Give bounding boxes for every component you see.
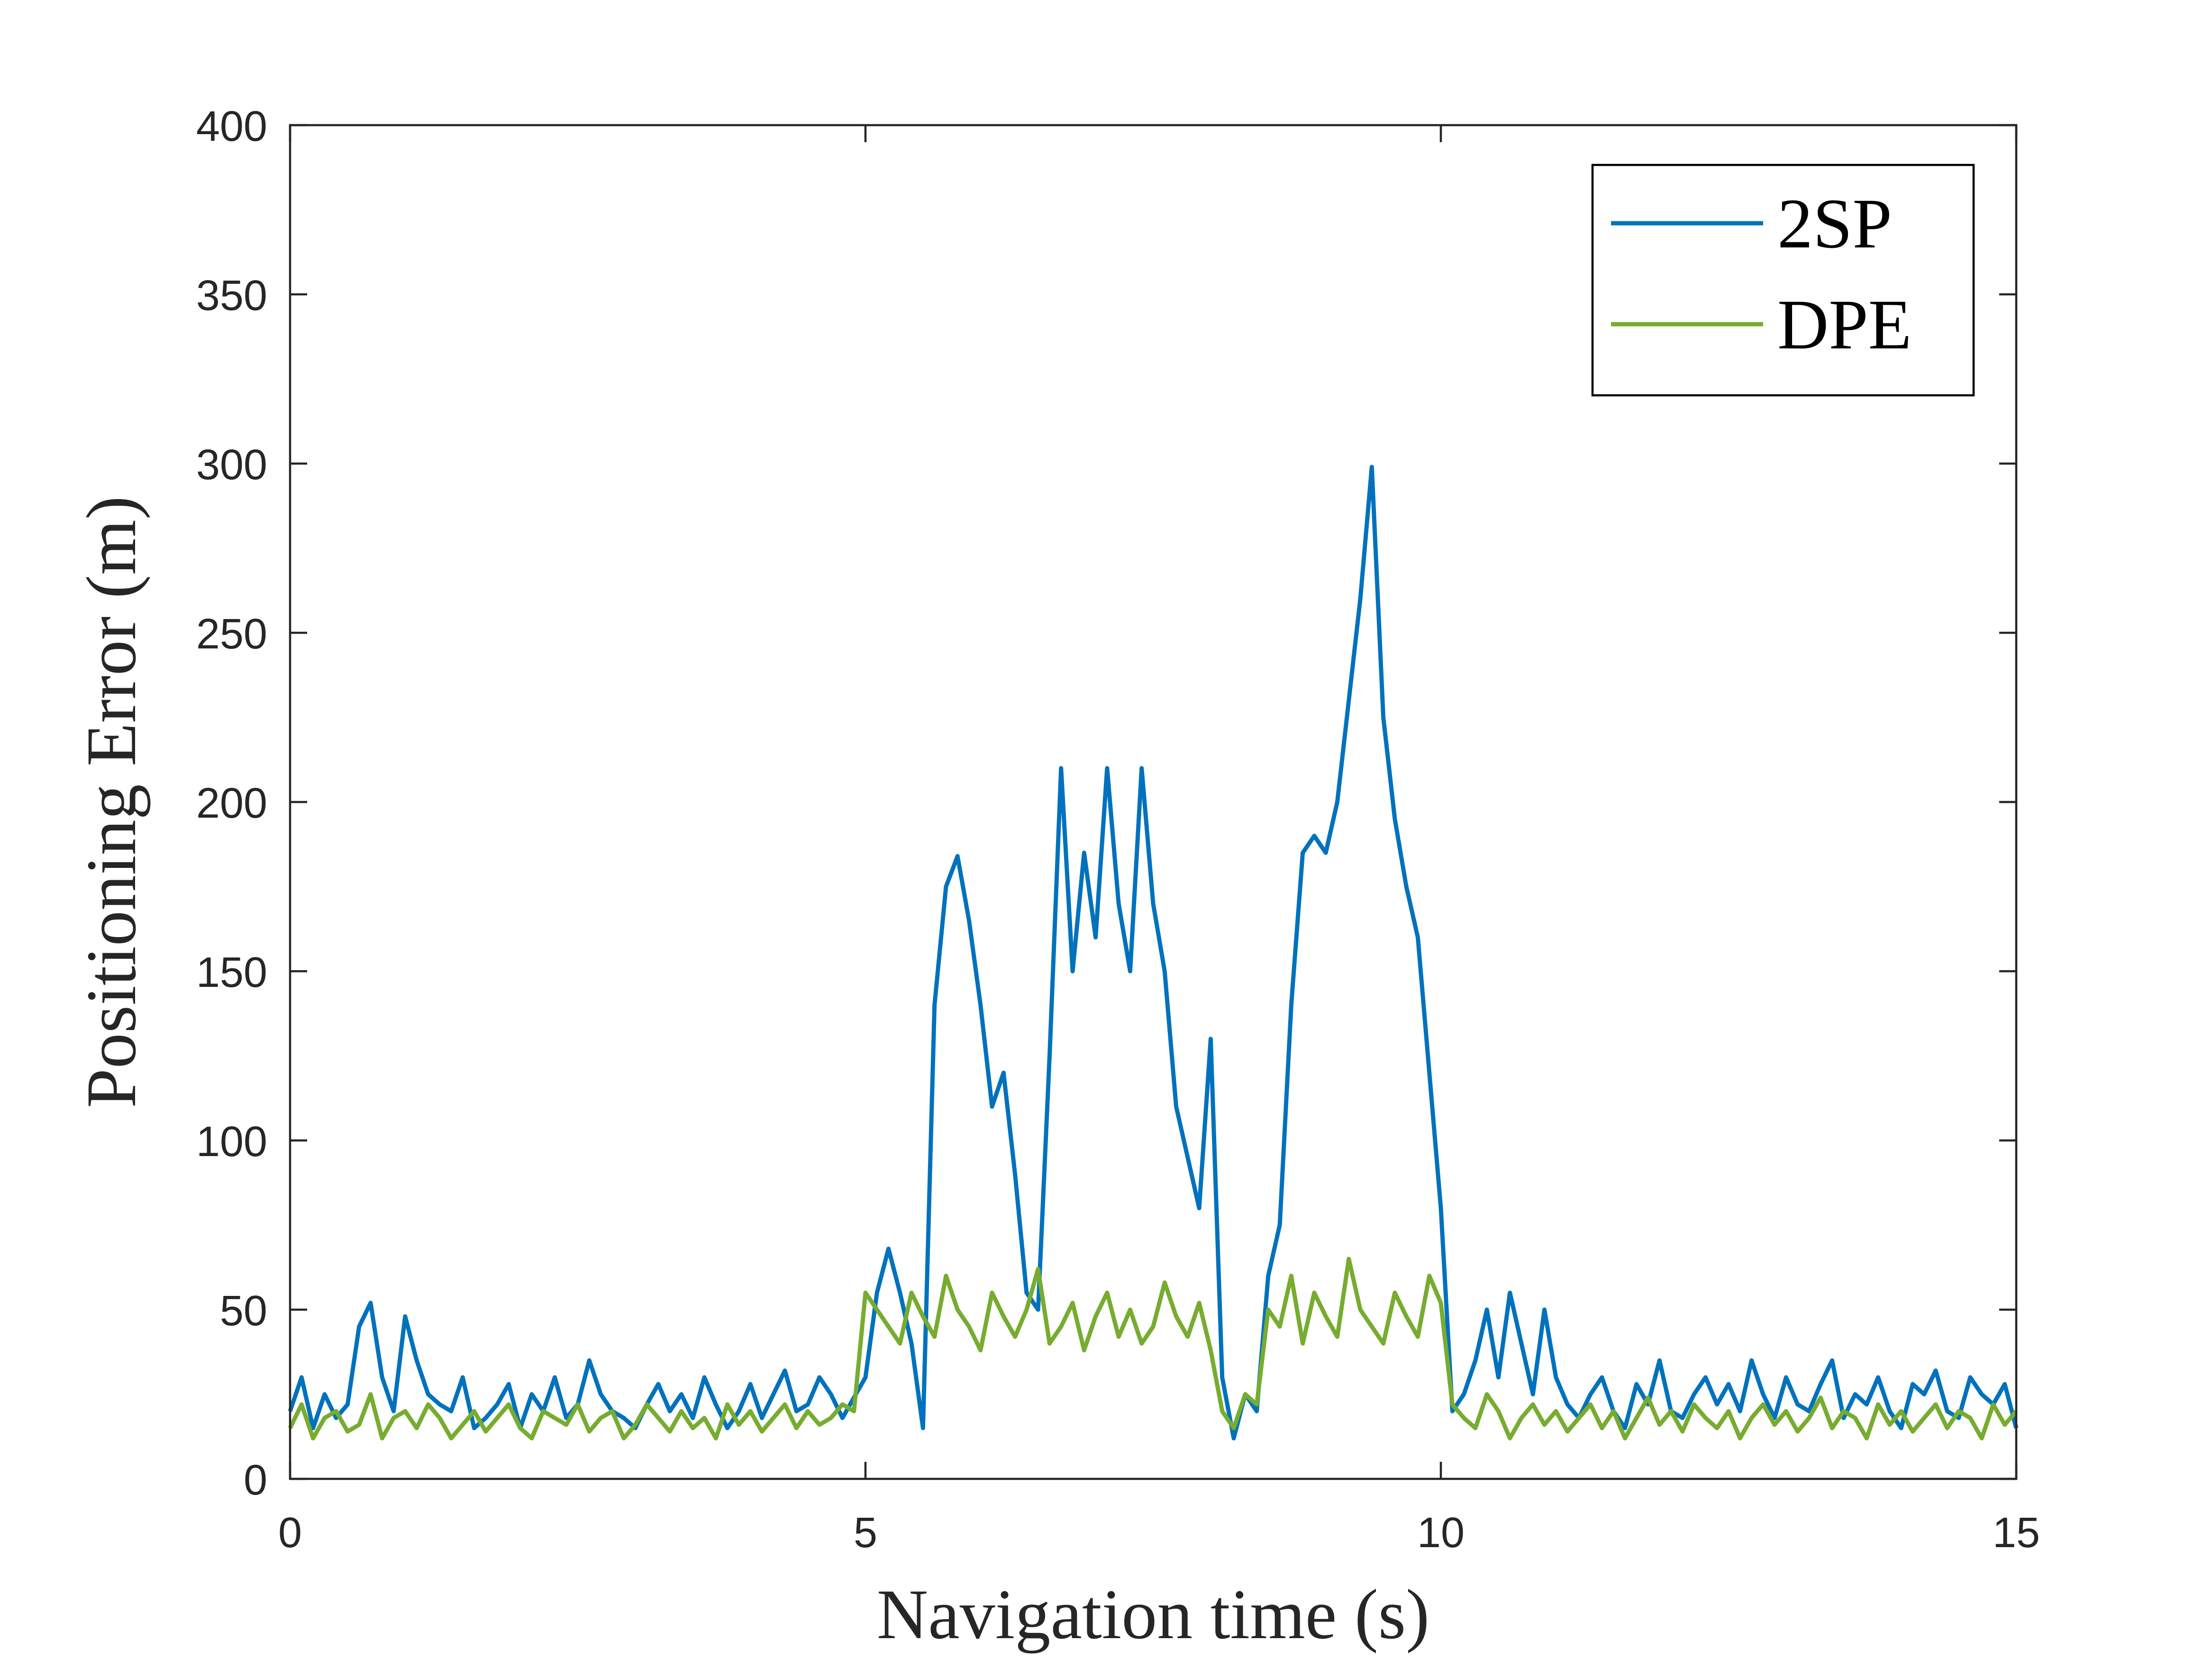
x-tick-label: 5 <box>854 1509 877 1557</box>
y-tick-label: 100 <box>196 1118 267 1166</box>
y-tick-label: 200 <box>196 780 267 827</box>
x-tick-label: 10 <box>1417 1509 1465 1557</box>
x-tick-label: 0 <box>278 1509 302 1557</box>
series-line <box>288 1257 2018 1440</box>
y-tick-label: 350 <box>196 272 267 319</box>
y-axis-label: Positioning Error (m) <box>72 496 151 1108</box>
x-axis-label: Navigation time (s) <box>877 1575 1429 1654</box>
y-tick-label: 50 <box>220 1287 267 1335</box>
x-tick-label: 15 <box>1993 1509 2040 1557</box>
plot-frame <box>289 124 2018 1480</box>
y-tick-label: 300 <box>196 441 267 489</box>
legend-label: DPE <box>1777 285 1912 364</box>
y-tick-label: 250 <box>196 611 267 658</box>
y-tick-label: 150 <box>196 949 267 996</box>
legend-label: 2SP <box>1777 184 1892 263</box>
legend-box <box>1591 164 1975 397</box>
y-tick-label: 400 <box>196 103 267 150</box>
y-tick-label: 0 <box>244 1457 267 1504</box>
